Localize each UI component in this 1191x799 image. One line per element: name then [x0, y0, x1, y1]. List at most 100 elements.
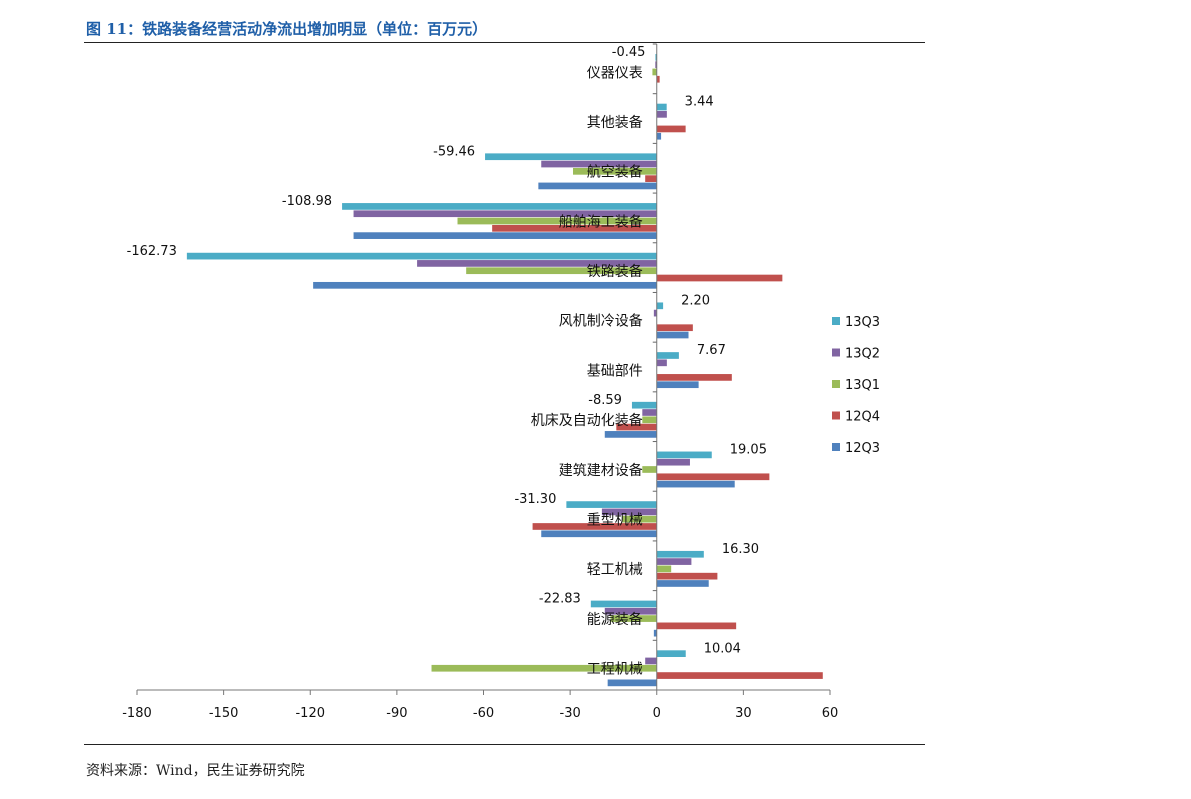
bar-chart: -180 -150 -120 -90 -60 -30 0 30 60 仪器仪表 -0.45 其他装备… — [122, 43, 880, 721]
bar-12Q4-7 — [656, 374, 732, 381]
category-label: 机床及自动化装备 — [531, 412, 643, 429]
bar-13Q1-10 — [622, 515, 657, 523]
bar-13Q2-2 — [656, 110, 667, 118]
bar-13Q1-4 — [457, 217, 657, 225]
category-label: 船舶海工装备 — [559, 213, 643, 230]
bar-13Q2-3 — [541, 160, 657, 168]
bar-13Q2-6 — [653, 309, 657, 317]
bar-13Q2-10 — [601, 508, 657, 516]
legend-label-13Q2: 13Q2 — [845, 347, 880, 362]
bar-13Q1-1 — [652, 68, 657, 76]
source-rule — [84, 744, 925, 745]
category-label: 其他装备 — [587, 114, 643, 131]
bar-13Q3-7 — [656, 352, 679, 359]
data-label: -8.59 — [588, 393, 622, 408]
bar-12Q3-3 — [538, 182, 657, 190]
bar-12Q3-9 — [656, 480, 735, 488]
data-label: 3.44 — [685, 95, 714, 110]
bar-13Q3-3 — [485, 153, 657, 161]
bar-13Q2-8 — [642, 409, 657, 416]
x-tick-label: 30 — [735, 706, 752, 721]
category-label: 建筑建材设备 — [559, 462, 643, 479]
bar-12Q4-2 — [656, 125, 686, 133]
bar-12Q3-8 — [604, 431, 657, 438]
bar-13Q1-12 — [610, 615, 657, 622]
x-tick-label: 60 — [822, 706, 839, 721]
x-tick-label: -30 — [560, 706, 581, 721]
category-label: 重型机械 — [587, 512, 643, 528]
bar-13Q1-3 — [573, 167, 657, 175]
bar-12Q4-5 — [656, 274, 783, 282]
x-tick-label: -120 — [295, 706, 325, 721]
bar-13Q1-9 — [642, 466, 657, 473]
bar-12Q3-11 — [656, 580, 709, 587]
bar-13Q3-1 — [655, 54, 657, 61]
bar-12Q3-13 — [607, 679, 657, 687]
data-label: 16.30 — [722, 542, 759, 557]
bar-13Q2-4 — [353, 210, 657, 218]
bar-12Q4-8 — [616, 423, 657, 431]
labels-group: 仪器仪表 -0.45 其他装备 3.44 航空装备 -59.46 船舶海工装备 -108.98… — [127, 45, 767, 678]
category-label: 轻工机械 — [587, 562, 643, 578]
bar-12Q4-11 — [656, 572, 718, 580]
bar-13Q2-1 — [655, 61, 657, 68]
bar-13Q3-4 — [342, 203, 657, 210]
category-label: 风机制冷设备 — [559, 313, 643, 330]
bar-13Q3-2 — [656, 103, 667, 111]
bar-12Q3-7 — [656, 381, 699, 389]
data-label: -59.46 — [433, 144, 475, 159]
bar-12Q4-13 — [656, 672, 823, 679]
bar-13Q1-5 — [466, 267, 657, 275]
x-tick-label: 0 — [653, 706, 661, 721]
bar-13Q3-12 — [590, 600, 657, 608]
legend-swatch-13Q1 — [832, 380, 840, 388]
category-label: 航空装备 — [587, 164, 643, 181]
bar-12Q3-6 — [656, 331, 689, 339]
data-label: -162.73 — [127, 244, 177, 259]
data-label: 2.20 — [681, 293, 710, 308]
category-label: 工程机械 — [587, 662, 643, 678]
legend-swatch-12Q3 — [832, 443, 840, 451]
bar-13Q1-11 — [656, 565, 672, 573]
bar-13Q3-9 — [656, 451, 712, 459]
source-note: 资料来源：Wind，民生证券研究院 — [86, 763, 305, 779]
bar-13Q2-5 — [417, 260, 657, 267]
legend-swatch-13Q2 — [832, 348, 840, 357]
bars-group — [186, 54, 823, 687]
x-tick-label: -60 — [473, 706, 494, 721]
legend-swatch-13Q3 — [832, 317, 840, 325]
bar-12Q3-10 — [541, 530, 657, 538]
data-label: -0.45 — [612, 45, 646, 60]
bar-12Q4-9 — [656, 473, 770, 481]
title-rule — [84, 42, 925, 43]
bar-13Q2-9 — [656, 458, 690, 466]
data-label: 19.05 — [730, 443, 767, 458]
bar-12Q4-12 — [656, 622, 737, 630]
axes-group: -180 -150 -120 -90 -60 -30 0 30 60 — [122, 43, 839, 721]
category-label: 基础部件 — [587, 362, 643, 379]
legend-swatch-12Q4 — [832, 411, 840, 420]
category-label: 铁路装备 — [587, 263, 643, 280]
bar-13Q3-13 — [656, 650, 686, 658]
bar-12Q4-4 — [492, 224, 657, 232]
legend-label-13Q1: 13Q1 — [845, 378, 880, 393]
bar-13Q1-13 — [431, 664, 657, 672]
bar-13Q1-8 — [642, 416, 657, 424]
bar-13Q3-5 — [186, 252, 657, 260]
x-tick-label: -150 — [209, 706, 239, 721]
bar-12Q3-4 — [353, 232, 657, 239]
x-tick-label: -90 — [386, 706, 407, 721]
bar-12Q4-3 — [645, 175, 657, 182]
data-label: -31.30 — [514, 492, 556, 507]
category-label: 仪器仪表 — [587, 65, 643, 81]
bar-12Q4-6 — [656, 324, 693, 332]
legend-group: 13Q3 13Q2 13Q1 12Q4 12Q3 — [832, 315, 880, 456]
bar-12Q3-5 — [313, 281, 657, 289]
bar-13Q3-8 — [631, 401, 657, 409]
bar-13Q2-11 — [656, 558, 692, 565]
bar-12Q4-1 — [656, 75, 660, 83]
bar-13Q2-7 — [656, 359, 667, 367]
bar-13Q2-13 — [645, 657, 657, 665]
legend-label-12Q4: 12Q4 — [845, 410, 880, 425]
legend-label-12Q3: 12Q3 — [845, 441, 880, 456]
